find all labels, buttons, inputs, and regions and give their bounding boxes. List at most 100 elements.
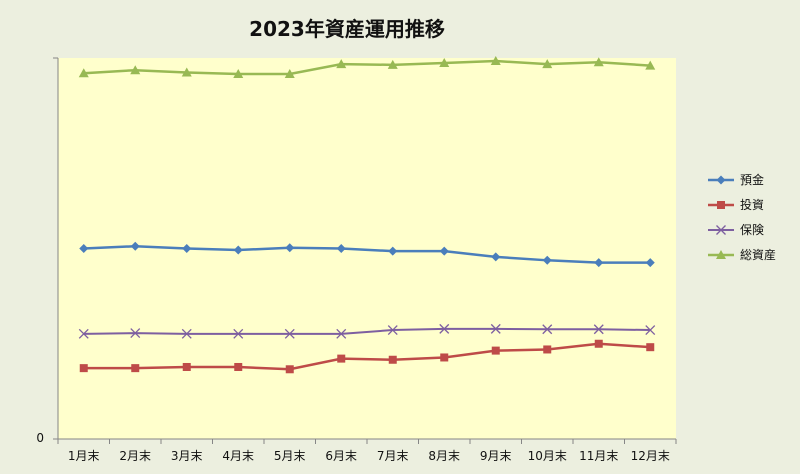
- data-point: [594, 339, 603, 348]
- series-保険: [78, 323, 656, 339]
- data-point-stroke: [645, 325, 656, 335]
- legend-item: 預金: [708, 172, 764, 187]
- data-point-stroke: [542, 324, 553, 335]
- data-point: [387, 59, 398, 69]
- data-point: [439, 246, 449, 256]
- data-point: [182, 244, 192, 253]
- data-point: [79, 364, 88, 373]
- data-point: [439, 323, 450, 334]
- x-tick-label: 7月末: [377, 449, 409, 463]
- data-point: [336, 244, 346, 253]
- data-point: [234, 362, 243, 371]
- data-point: [130, 65, 141, 75]
- data-point: [284, 328, 295, 339]
- x-tick-label: 9月末: [480, 449, 512, 463]
- data-point: [717, 201, 725, 209]
- data-point-stroke: [336, 328, 347, 339]
- series-投資: [79, 339, 655, 374]
- data-point: [716, 250, 726, 259]
- data-point: [594, 258, 604, 268]
- x-tick-label: 3月末: [171, 449, 203, 463]
- data-point: [645, 325, 656, 335]
- data-point: [130, 241, 140, 251]
- x-tick-label: 11月末: [579, 449, 618, 463]
- data-point: [593, 57, 604, 67]
- data-point: [388, 355, 397, 364]
- data-point: [388, 246, 398, 256]
- data-point: [716, 225, 726, 235]
- series-総資産: [78, 56, 656, 79]
- data-point: [387, 325, 398, 335]
- data-point: [491, 346, 500, 355]
- x-tick-label: 10月末: [528, 449, 567, 463]
- data-point: [542, 324, 553, 335]
- series-預金: [79, 241, 655, 268]
- data-point: [336, 328, 347, 339]
- series-line: [83, 244, 651, 264]
- x-tick-label: 5月末: [274, 449, 306, 463]
- data-point: [490, 56, 501, 66]
- data-point: [181, 67, 192, 77]
- data-point: [337, 354, 346, 363]
- data-point: [542, 255, 552, 265]
- data-point: [336, 59, 347, 69]
- x-tick-label: 8月末: [428, 449, 460, 463]
- data-point: [716, 175, 726, 185]
- data-point: [131, 364, 140, 373]
- series-layer: [78, 56, 656, 374]
- chart-title: 2023年資産運用推移: [249, 17, 445, 41]
- data-point-stroke: [593, 324, 604, 335]
- series-line: [83, 59, 651, 76]
- data-point: [182, 362, 191, 371]
- data-point: [78, 328, 89, 339]
- data-point: [645, 60, 656, 70]
- data-point: [79, 244, 89, 253]
- data-point: [490, 323, 501, 334]
- plot-area: [58, 58, 676, 439]
- series-line: [83, 342, 651, 371]
- data-point: [542, 59, 553, 69]
- data-point: [543, 345, 552, 354]
- data-point: [285, 365, 294, 374]
- data-point-stroke: [233, 328, 244, 339]
- data-point-stroke: [181, 328, 192, 339]
- data-point: [593, 324, 604, 335]
- legend-label: 総資産: [740, 247, 776, 262]
- data-point: [233, 245, 243, 255]
- data-point-stroke: [130, 328, 141, 339]
- x-tick-label: 2月末: [119, 449, 151, 463]
- data-point: [181, 328, 192, 339]
- x-tick-label: 1月末: [68, 449, 100, 463]
- legend-item: 総資産: [708, 247, 776, 262]
- data-point: [130, 328, 141, 339]
- legend-item: 投資: [708, 197, 764, 212]
- legend-label: 投資: [740, 197, 764, 212]
- data-point-stroke: [490, 323, 501, 334]
- legend-label: 預金: [740, 172, 764, 187]
- data-point: [645, 258, 655, 268]
- data-point: [285, 243, 295, 253]
- data-point: [284, 69, 295, 79]
- axes: 1月末 2月末 3月末 4月末 5月末 6月末 7月末 8月末 9月末 10月末 11月末 12月末 0: [36, 57, 677, 463]
- x-tick-label: 12月末: [631, 449, 670, 463]
- x-tick-label: 6月末: [325, 449, 357, 463]
- series-line: [83, 327, 651, 335]
- data-point-stroke: [284, 328, 295, 339]
- data-point-stroke: [78, 328, 89, 339]
- y-tick-label: 0: [36, 431, 44, 445]
- legend-item: 保険: [708, 223, 764, 237]
- data-point: [439, 57, 450, 67]
- data-point: [233, 69, 244, 79]
- data-point-stroke: [387, 325, 398, 335]
- data-point: [440, 353, 449, 362]
- x-tick-label: 4月末: [222, 449, 254, 463]
- data-point: [646, 343, 655, 352]
- legend-label: 保険: [740, 223, 764, 237]
- data-point-stroke: [716, 225, 726, 235]
- data-point: [233, 328, 244, 339]
- data-point: [491, 252, 501, 262]
- data-point-stroke: [439, 323, 450, 334]
- data-point: [78, 68, 89, 78]
